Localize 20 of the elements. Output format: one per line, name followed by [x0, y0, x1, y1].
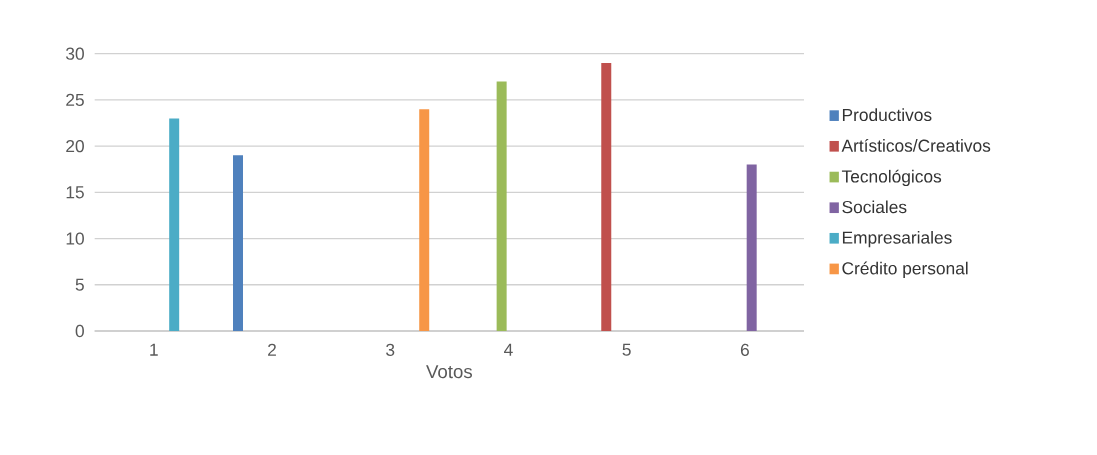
legend-label: Crédito personal	[842, 261, 968, 278]
y-tick-label: 15	[66, 186, 84, 199]
legend-label: Tecnológicos	[841, 169, 942, 187]
x-tick-label: 6	[740, 343, 749, 356]
x-tick-label: 4	[504, 343, 513, 356]
x-tick-label: 3	[386, 343, 395, 356]
x-tick-label: 5	[622, 343, 631, 356]
legend-label: Productivos	[842, 108, 932, 122]
legend-label: Empresariales	[842, 230, 952, 248]
y-tick-label: 30	[66, 47, 84, 60]
x-tick-label: 2	[268, 343, 276, 356]
x-axis-title: Votos	[426, 365, 473, 379]
y-tick-label: 20	[66, 139, 84, 153]
legend-label: Sociales	[842, 200, 907, 214]
y-tick-label: 5	[75, 278, 84, 291]
legend-label: Artísticos/Creativos	[841, 138, 991, 152]
x-tick-label: 1	[150, 343, 158, 356]
y-tick-label: 0	[75, 324, 84, 338]
y-tick-label: 10	[66, 232, 84, 245]
y-tick-label: 25	[66, 93, 84, 107]
